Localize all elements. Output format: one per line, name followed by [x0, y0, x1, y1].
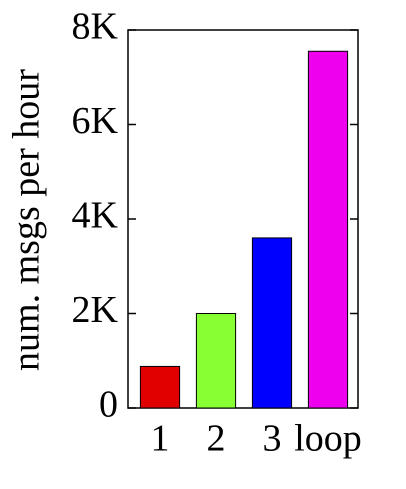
bar: [139, 365, 181, 409]
x-tick-label: 2: [207, 418, 226, 460]
bar: [251, 237, 293, 409]
x-tick-label: 1: [151, 418, 170, 460]
x-tick-label: loop: [294, 418, 362, 460]
y-tick-label: 6K: [72, 100, 119, 142]
y-tick-label: 2K: [72, 289, 119, 331]
y-tick-label: 4K: [72, 195, 119, 237]
y-tick-label: 0: [99, 384, 118, 426]
y-tick-label: 8K: [72, 6, 119, 48]
bar: [307, 50, 349, 409]
y-axis-label: num. msgs per hour: [6, 69, 48, 371]
bar: [195, 313, 237, 409]
x-tick-label: 3: [263, 418, 282, 460]
